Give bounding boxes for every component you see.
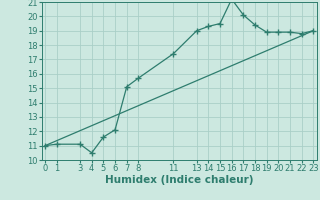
X-axis label: Humidex (Indice chaleur): Humidex (Indice chaleur) bbox=[105, 175, 253, 185]
